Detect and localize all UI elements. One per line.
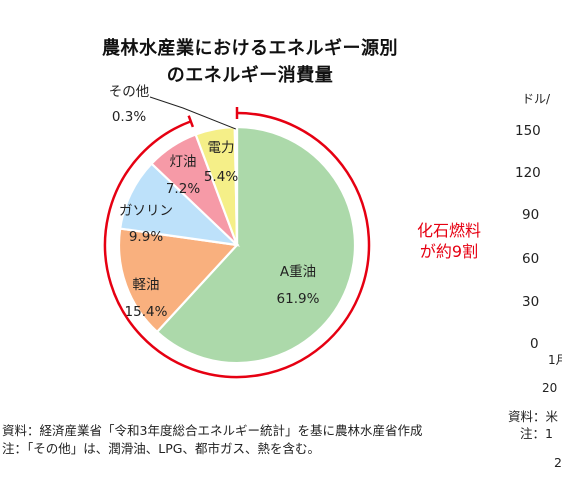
slice-value-label: 5.4% [204, 169, 238, 185]
pie-slice-2 [118, 162, 241, 247]
right-chart-note: 注：1 [520, 426, 553, 441]
right-chart-tick: 0 [530, 336, 539, 352]
right-chart-tick: 150 [515, 123, 541, 139]
slice-value-label: 0.3% [112, 109, 146, 125]
fossil-fuel-callout-line1: 化石燃料 [416, 221, 481, 240]
right-chart-x-label: 1月 [548, 353, 562, 367]
pie-slice-5 [233, 125, 239, 246]
chart-title-line1: 農林水産業におけるエネルギー源別 [102, 38, 398, 59]
slice-name-label: A重油 [280, 264, 316, 280]
right-chart-tick: 90 [522, 207, 540, 223]
fossil-fuel-bracket [103, 111, 371, 379]
bracket-end-tick [187, 115, 195, 128]
pie-slice-0 [155, 125, 357, 365]
slice-name-label: 灯油 [170, 154, 197, 170]
fossil-fuel-callout-line2: が約9割 [419, 242, 479, 261]
source-note: 資料：経済産業省「令和3年度総合エネルギー統計」を基に農林水産省作成 [2, 423, 423, 438]
right-chart-tick: 60 [522, 251, 540, 267]
chart-title-line2: のエネルギー消費量 [166, 65, 334, 86]
right-chart-tick: 120 [515, 165, 541, 181]
pie-slice-1 [117, 227, 240, 334]
slice-name-label: その他 [109, 84, 150, 100]
right-chart-tick: 30 [522, 294, 540, 310]
right-chart-x-label: 20 [542, 381, 558, 395]
right-chart-source: 資料：米 [508, 409, 559, 424]
slice-name-label: 軽油 [133, 277, 160, 293]
slice-value-label: 9.9% [129, 229, 163, 245]
right-chart-fragment: 2 [554, 455, 562, 470]
slice-name-label: 電力 [208, 140, 235, 156]
footnote: 注：「その他」は、潤滑油、LPG、都市ガス、熱を含む。 [2, 441, 320, 456]
slice-name-label: ガソリン [119, 203, 173, 219]
slice-value-label: 61.9% [277, 291, 320, 307]
right-chart-unit: ドル/ [522, 92, 551, 106]
slice-value-label: 7.2% [166, 181, 200, 197]
slice-value-label: 15.4% [125, 304, 168, 320]
leader-line [149, 96, 236, 130]
